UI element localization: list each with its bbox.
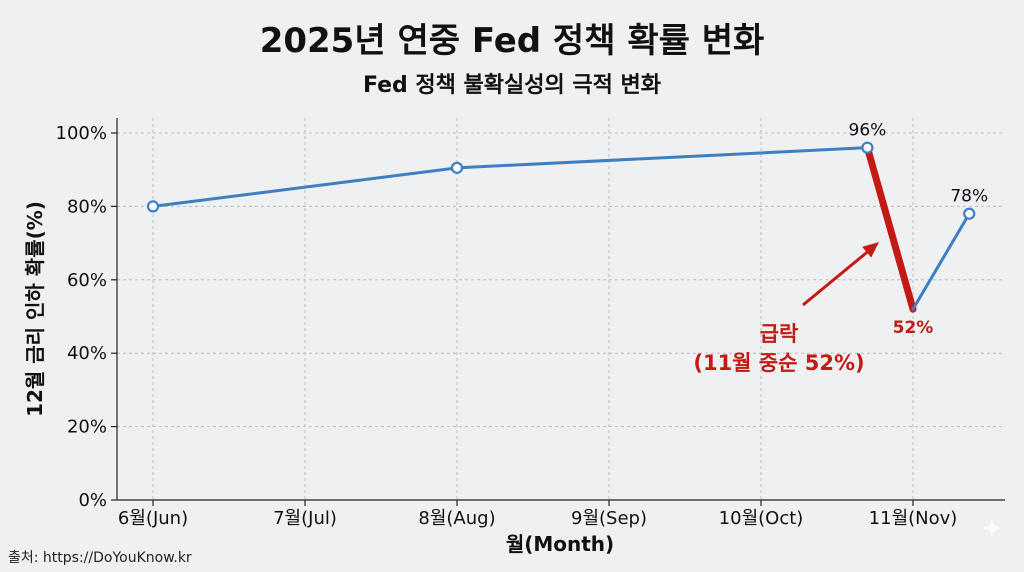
series-line <box>151 144 971 313</box>
x-axis-label: 월(Month) <box>506 532 614 556</box>
annotation-arrow-line <box>802 247 872 307</box>
annotation-arrow-head <box>862 242 879 258</box>
data-label: 52% <box>893 318 934 338</box>
line-segment <box>911 212 971 311</box>
y-tick-label: 20% <box>67 417 107 438</box>
data-label: 78% <box>950 187 988 207</box>
axes <box>116 118 1005 501</box>
x-ticks: 6월(Jun) 7월(Jul) 8월(Aug) 9월(Sep) 10월(Oct) 11월(… <box>118 500 957 529</box>
data-label: 96% <box>849 121 887 141</box>
x-tick-label: 9월(Sep) <box>571 508 647 529</box>
y-tick-label: 80% <box>67 196 107 217</box>
chart-title: 2025년 연중 Fed 정책 확률 변화 <box>260 21 765 61</box>
annotation: 급락 (11월 중순 52%) <box>693 242 879 375</box>
y-tick-label: 100% <box>56 123 107 144</box>
source-text: 출처: https://DoYouKnow.kr <box>8 550 192 566</box>
x-tick-label: 11월(Nov) <box>869 508 958 529</box>
annotation-line-1: 급락 <box>760 322 799 346</box>
x-tick-label: 7월(Jul) <box>273 508 337 529</box>
drop-segment <box>863 144 917 313</box>
data-point <box>450 161 464 174</box>
y-tick-label: 0% <box>78 490 107 511</box>
annotation-line-2: (11월 중순 52%) <box>693 351 864 375</box>
chart-subtitle: Fed 정책 불확실성의 극적 변화 <box>363 73 661 98</box>
x-tick-label: 10월(Oct) <box>719 508 804 529</box>
grid <box>117 118 1005 500</box>
data-point <box>963 207 976 220</box>
data-point <box>861 141 874 154</box>
x-tick-label: 8월(Aug) <box>418 508 495 529</box>
y-tick-label: 60% <box>67 270 107 291</box>
line-segment <box>455 146 869 170</box>
data-point <box>146 200 160 213</box>
line-segment <box>151 166 459 208</box>
y-axis-label: 12월 금리 인하 확률(%) <box>23 201 47 417</box>
y-tick-label: 40% <box>67 343 107 364</box>
sparkle-icon <box>982 518 1002 538</box>
data-points <box>146 141 976 220</box>
y-ticks: 0% 20% 40% 60% 80% 100% <box>56 123 117 511</box>
x-tick-label: 6월(Jun) <box>118 508 188 529</box>
data-labels: 96% 52% 78% <box>849 121 989 338</box>
